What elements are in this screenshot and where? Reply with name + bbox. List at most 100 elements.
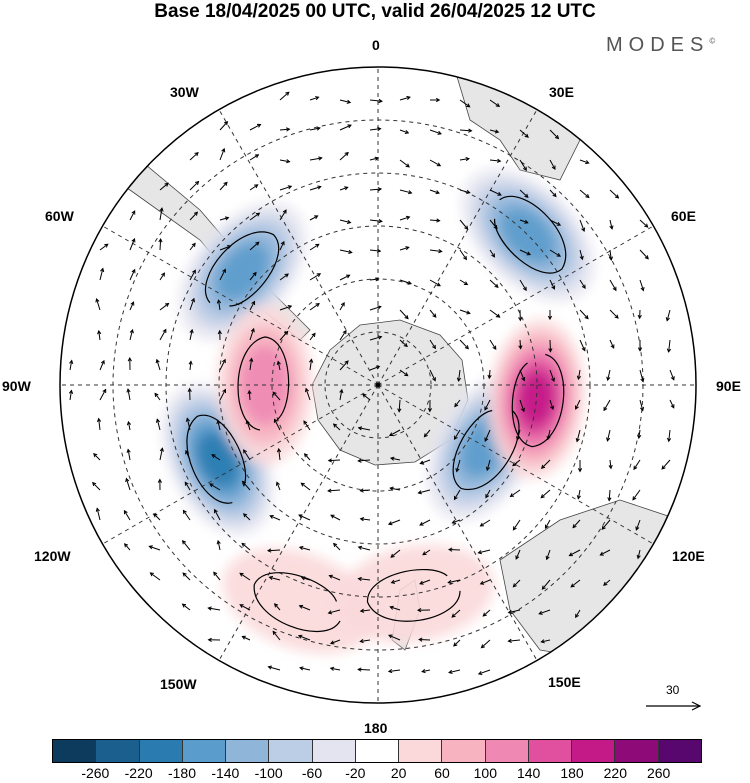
wind-vector (568, 549, 581, 557)
wind-vector (489, 189, 502, 196)
wind-vector (479, 579, 491, 585)
wind-vector (485, 459, 491, 472)
wind-vector (423, 429, 431, 438)
wind-vector (459, 309, 471, 315)
wind-vector (207, 606, 221, 611)
anomaly-contour-4-4 (517, 369, 556, 428)
wind-vector (519, 159, 527, 172)
wind-vector (390, 549, 401, 558)
lon-label-120e: 120E (672, 548, 705, 564)
wind-vector (217, 329, 222, 341)
wind-vector (339, 151, 349, 161)
wind-vector (482, 609, 491, 617)
wind-vector (189, 180, 200, 191)
wind-vector (666, 339, 672, 353)
wind-vector (389, 486, 401, 491)
wind-vector (538, 609, 551, 615)
wind-vector (330, 514, 341, 521)
wind-vector (453, 429, 461, 441)
brand-mark: © (709, 36, 716, 46)
wind-vector (243, 449, 251, 461)
meridian-line (377, 384, 538, 661)
wind-vector (459, 249, 467, 261)
wind-vector (639, 399, 645, 412)
wind-vector (519, 369, 526, 382)
wind-vector (123, 509, 131, 521)
wind-vector (390, 579, 401, 584)
wind-vector (579, 339, 586, 352)
wind-vector (339, 99, 352, 104)
wind-vector (455, 459, 461, 473)
wind-vector (99, 243, 109, 251)
wind-vector (416, 608, 431, 613)
wind-vector (155, 418, 161, 431)
wind-vector (429, 369, 436, 382)
wind-vector (459, 219, 469, 230)
lon-label-60e: 60E (671, 208, 696, 224)
colorbar-segment (399, 740, 443, 762)
streamline (204, 231, 280, 307)
lon-label-120w: 120W (34, 548, 71, 564)
meridian-line (377, 109, 538, 386)
wind-vector (447, 579, 461, 585)
pole-marker (375, 382, 381, 388)
colorbar-segment (53, 740, 97, 762)
wind-vector (512, 459, 521, 467)
wind-vector (540, 639, 551, 644)
wind-vector (399, 246, 410, 251)
wind-vector (429, 218, 441, 223)
wind-vector (276, 360, 281, 371)
wind-vector (207, 637, 221, 642)
wind-vector (241, 635, 251, 641)
colorbar-label: -100 (254, 765, 283, 781)
wind-vector (303, 453, 311, 461)
wind-vector (369, 277, 380, 282)
wind-vector (576, 369, 582, 381)
streamline (253, 572, 341, 632)
wind-vector (429, 159, 442, 167)
wind-vector (669, 399, 675, 409)
colorbar-label: 20 (390, 765, 407, 781)
wind-vector (579, 189, 590, 199)
wind-vector (185, 449, 191, 461)
wind-vector (241, 542, 251, 551)
wind-vector (241, 480, 251, 491)
wind-vector (516, 429, 521, 441)
wind-vector (485, 489, 491, 499)
wind-vector (189, 151, 199, 161)
colorbar-segment (615, 740, 659, 762)
wind-vector (419, 579, 431, 585)
wind-vector (95, 297, 101, 311)
wind-vector (574, 399, 581, 410)
wind-vector (126, 388, 131, 401)
wind-vector (157, 478, 163, 491)
wind-vector (399, 279, 412, 285)
wind-vector (339, 249, 353, 254)
wind-vector (279, 273, 289, 281)
wind-vector (369, 187, 383, 192)
colorbar-label: 260 (646, 765, 671, 781)
wind-vector (357, 667, 371, 672)
wind-vector (329, 639, 341, 645)
wind-vector (639, 369, 645, 383)
wind-vector (359, 638, 371, 644)
wind-vector (387, 519, 401, 526)
colorbar-segment (269, 740, 313, 762)
wind-vector (279, 305, 293, 311)
wind-vector (519, 399, 525, 413)
wind-vector (515, 549, 521, 560)
wind-vector (509, 489, 521, 498)
meridian-line (102, 384, 379, 545)
colorbar-label: -20 (345, 765, 366, 781)
colorbar-label: 140 (516, 765, 541, 781)
wind-vector (357, 545, 371, 551)
wind-vector (339, 186, 349, 191)
wind-vector (357, 576, 371, 582)
wind-vector (512, 519, 521, 531)
wind-vector (459, 279, 469, 286)
wind-vector (95, 507, 101, 521)
wind-vector (489, 129, 500, 134)
wind-vector (328, 574, 341, 581)
wind-vector (397, 399, 402, 413)
wind-vector (369, 218, 383, 224)
